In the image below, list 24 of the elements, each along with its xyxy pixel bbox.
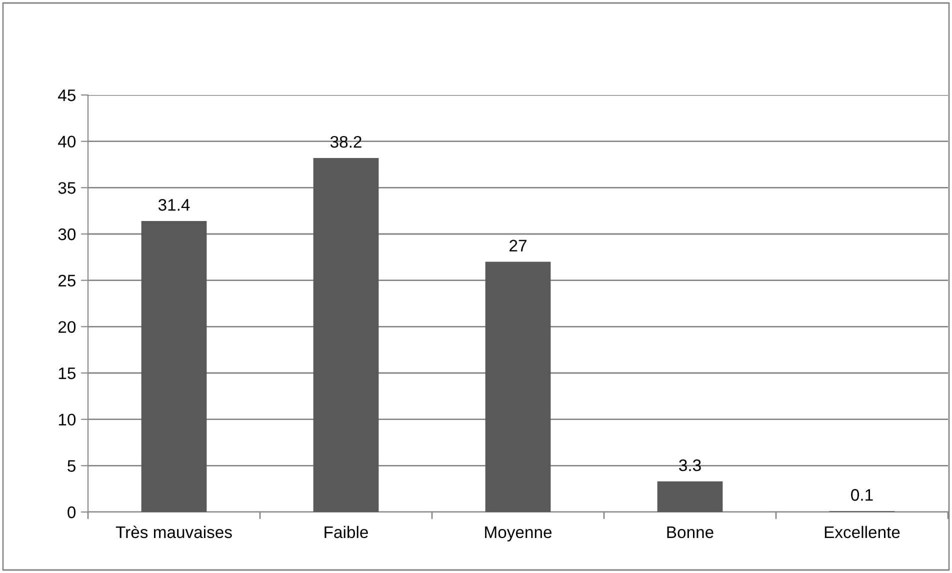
y-tick-label: 20 bbox=[58, 321, 76, 333]
y-tick-label: 15 bbox=[58, 368, 76, 380]
data-label: 38.2 bbox=[330, 136, 362, 148]
bar bbox=[313, 158, 379, 512]
bar bbox=[141, 221, 207, 512]
y-tick-label: 10 bbox=[58, 414, 76, 426]
y-tick-label: 30 bbox=[58, 228, 76, 240]
y-tick-label: 45 bbox=[58, 90, 76, 102]
y-tick-label: 0 bbox=[68, 506, 76, 518]
data-label: 0.1 bbox=[851, 489, 873, 501]
y-tick-label: 35 bbox=[58, 182, 76, 194]
x-tick-label: Excellente bbox=[824, 526, 900, 538]
y-tick-label: 25 bbox=[58, 274, 76, 287]
bar bbox=[657, 481, 723, 512]
y-tick-label: 5 bbox=[68, 460, 76, 472]
x-tick-label: Moyenne bbox=[485, 526, 552, 542]
x-tick-label: Bonne bbox=[667, 526, 714, 538]
bar bbox=[485, 262, 551, 512]
data-label: 27 bbox=[510, 240, 526, 252]
data-label: 31.4 bbox=[158, 198, 190, 211]
data-label: 3.3 bbox=[679, 459, 701, 472]
x-tick-label: Très mauvaises bbox=[116, 526, 232, 538]
y-tick-label: 40 bbox=[58, 136, 76, 148]
x-tick-label: Faible bbox=[324, 526, 368, 538]
